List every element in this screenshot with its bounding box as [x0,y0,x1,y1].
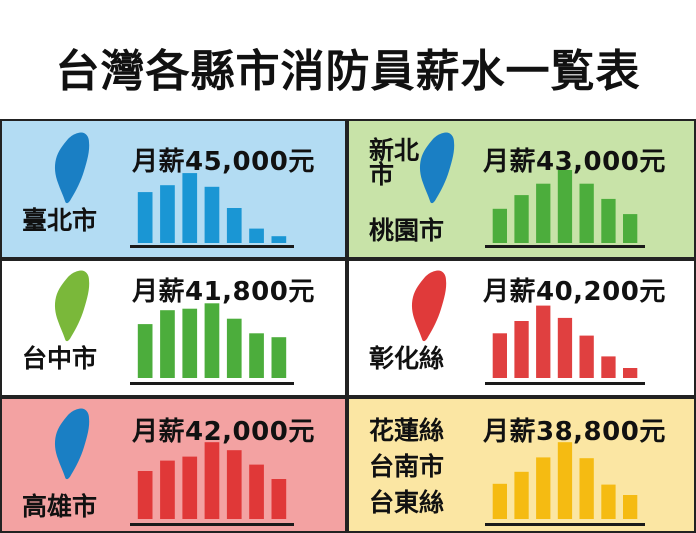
taiwan-map-icon [411,270,447,342]
bar-chart [137,442,287,519]
region-label: 花蓮絲 [369,416,445,445]
region-label: 台中市 [22,344,98,373]
taiwan-map-icon [54,408,90,480]
bar [492,208,507,243]
bar [492,333,507,378]
bar [204,186,220,243]
region-label: 台南市 [369,452,445,481]
bar [160,185,175,243]
taiwan-map-icon [54,132,90,204]
panel-kaohsiung: 月薪42,000元高雄市 [0,397,347,533]
region-label: 彰化絲 [369,344,445,373]
bar [182,456,198,519]
panel-newtaipei-taoyuan: 月薪43,000元 新北市桃園市 [347,119,696,259]
region-label: 台東絲 [369,488,445,517]
bar [137,471,153,519]
bar [226,450,242,519]
panel-changhua: 月薪40,200元彰化絲 [347,259,696,397]
bar [204,442,220,519]
bar [623,495,638,519]
bar [579,458,594,519]
bar [601,484,616,519]
bar [249,333,264,378]
bar [536,457,551,519]
bar [514,195,529,243]
bar [249,464,264,519]
bar-chart [137,303,287,378]
region-label: 臺北市 [22,206,98,235]
bar [623,214,638,243]
panel-taichung: 月薪41,800元台中市 [0,259,347,397]
salary-grid: 月薪45,000元臺北市 月薪43,000元 新北市桃園市 月薪41,800元台中… [0,119,696,533]
region-label: 高雄市 [22,492,98,521]
chart-baseline [130,523,294,526]
bar-chart [492,442,638,519]
bar [557,170,573,243]
bar [536,183,551,243]
region-label: 新北 [369,136,420,165]
taiwan-map-icon [419,132,455,204]
bar [536,305,551,378]
chart-baseline [485,245,645,248]
chart-baseline [485,382,645,385]
chart-baseline [130,382,294,385]
bar [271,236,287,243]
bar [226,208,242,243]
bar [160,460,175,519]
salary-label: 月薪45,000元 [132,147,315,177]
bar [137,324,153,378]
bar [160,310,175,378]
salary-label: 月薪43,000元 [483,147,666,177]
region-label: 桃園市 [369,216,445,245]
chart-baseline [130,245,294,248]
bar [579,183,594,243]
chart-baseline [485,523,645,526]
bar [601,356,616,378]
panel-taipei: 月薪45,000元臺北市 [0,119,347,259]
bar [492,483,507,519]
panel-hualien-tainan-taitung: 月薪38,800元 花蓮絲台南市台東絲 [347,397,696,533]
bar [271,337,287,378]
bar [182,173,198,243]
bar [579,335,594,378]
bar [271,479,287,519]
bar [514,321,529,378]
bar [249,228,264,243]
page-title: 台灣各縣市消防員薪水一覧表 [55,46,641,97]
salary-label: 月薪38,800元 [483,417,666,447]
bar [182,308,198,378]
bar [557,442,573,519]
bar [226,318,242,378]
bar [137,192,153,243]
bar [204,303,220,378]
region-label: 市 [369,160,395,189]
bar-chart [137,173,287,243]
salary-label: 月薪42,000元 [132,417,315,447]
bar [514,471,529,519]
bar-chart [492,305,638,378]
bar [557,317,573,378]
taiwan-map-icon [54,270,90,342]
salary-label: 月薪41,800元 [132,277,315,307]
bar [623,368,638,378]
bar-chart [492,170,638,243]
salary-label: 月薪40,200元 [483,277,666,307]
bar [601,198,616,243]
